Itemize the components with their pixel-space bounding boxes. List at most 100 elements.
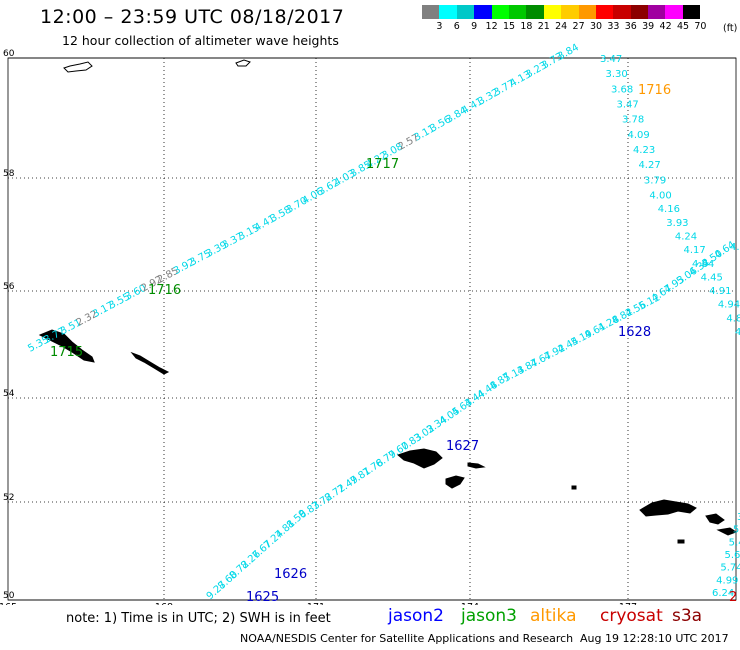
color-scale-label: 45 (676, 21, 690, 32)
color-scale-label: 3 (436, 21, 443, 32)
color-swatch (526, 5, 544, 19)
color-scale-bar (422, 5, 701, 19)
altimeter-tracks: 5.353.773.512.323.173.553.602.922.853.92… (26, 42, 740, 602)
color-swatch (508, 5, 527, 19)
wave-height-label: 4.8 (726, 313, 740, 324)
pass-time-label: 1716 (638, 83, 671, 98)
color-scale-unit: (ft) (723, 23, 738, 34)
legend-item-altika: altika (530, 606, 577, 626)
wave-height-label: 4.17 (683, 245, 705, 256)
color-scale-label: 36 (624, 21, 637, 32)
color-swatch (682, 5, 701, 19)
color-swatch (474, 5, 492, 19)
legend-item-cryosat: cryosat (600, 606, 663, 626)
wave-height-label: 5.74 (720, 563, 740, 574)
wave-height-label: 3.93 (666, 218, 688, 229)
coast-north-west (63, 61, 93, 73)
wave-height-label: 4.69 (730, 242, 740, 253)
rat-islands-east (705, 513, 725, 525)
lon-tick-label: 174 (461, 602, 479, 605)
color-swatch (456, 5, 475, 19)
attu-island (396, 448, 443, 469)
wave-height-label: 4. (735, 327, 740, 338)
pass-time-label: 1715 (50, 345, 83, 360)
agattu-island (445, 475, 465, 489)
lon-tick-label: 177 (619, 602, 637, 605)
wave-height-label: 4.23 (633, 145, 655, 156)
lat-tick-label: 58 (3, 169, 15, 179)
pass-time-label: 1717 (366, 157, 399, 172)
wave-height-label: 4.00 (649, 190, 671, 201)
lat-tick-label: 52 (3, 493, 14, 503)
pass-time-label: 1626 (274, 567, 307, 582)
color-swatch (561, 5, 579, 19)
wave-height-label: 5.3 (733, 525, 740, 536)
pass-time-label: 1716 (148, 283, 181, 298)
wave-height-label: 3.47 (600, 54, 622, 65)
shemya-island (467, 462, 486, 469)
page-subtitle: 12 hour collection of altimeter wave hei… (62, 33, 339, 48)
lat-tick-label: 50 (3, 591, 15, 601)
wave-height-label: 4.45 (701, 272, 723, 283)
wave-height-label: 4.94 (718, 300, 740, 311)
color-swatch (630, 5, 649, 19)
wave-height-label: 4.27 (638, 160, 660, 171)
color-scale-label: 6 (453, 21, 460, 32)
color-scale-label: 21 (537, 21, 550, 32)
color-swatch (439, 5, 457, 19)
lat-tick-label: 54 (3, 389, 15, 399)
wave-height-label: 3.30 (605, 69, 627, 80)
legend-item-jason3: jason3 (461, 606, 517, 626)
color-scale-label: 9 (471, 21, 478, 32)
wave-height-label: 4.24 (675, 232, 697, 243)
color-swatch (665, 5, 683, 19)
pass-time-labels: 1717 1716 1715 1716 1628 1627 1626 1625 2 (50, 83, 737, 605)
color-scale-label: 42 (659, 21, 672, 32)
color-scale: 3 6 9 12 15 18 21 24 27 30 33 36 39 42 45 70 (ft) (422, 5, 737, 34)
wave-height-label: 6.24 (712, 588, 734, 599)
color-scale-label: 70 (694, 21, 707, 32)
generated-timestamp: Aug 19 12:28:10 UTC 2017 (580, 632, 729, 645)
pass-time-label: 2 (729, 590, 737, 605)
color-swatch (648, 5, 666, 19)
legend-item-jason2: jason2 (388, 606, 444, 626)
color-swatch (613, 5, 631, 19)
pass-time-label: 1627 (446, 439, 479, 454)
coast-north-mid (235, 59, 251, 67)
color-scale-label: 24 (555, 21, 568, 32)
wave-height-label: 3. (737, 512, 740, 523)
lon-tick-label: 168 (155, 602, 173, 605)
lat-tick-label: 56 (3, 282, 15, 292)
wave-height-label: 4.99 (716, 575, 738, 586)
color-scale-label: 12 (485, 21, 498, 32)
wave-height-label: 4.16 (658, 204, 680, 215)
page-title: 12:00 – 23:59 UTC 08/18/2017 (40, 6, 345, 28)
color-scale-label: 30 (589, 21, 603, 32)
color-swatch (578, 5, 596, 19)
wave-height-label: 3.79 (644, 175, 666, 186)
color-scale-labels: 3 6 9 12 15 18 21 24 27 30 33 36 39 42 45 70 (422, 19, 706, 33)
footer-note: note: 1) Time is in UTC; 2) SWH is in fe… (66, 611, 331, 626)
wave-height-map: 605856545250165168171174177 5.353.773.51… (0, 42, 740, 605)
color-scale-label: 18 (520, 21, 533, 32)
wave-height-label: 3.47 (616, 99, 638, 110)
wave-height-label: 3.68 (611, 84, 633, 95)
color-swatch (543, 5, 562, 19)
wave-height-label: 3.84 (556, 42, 581, 63)
wave-height-label: 4.09 (627, 130, 649, 141)
lon-tick-label: 171 (307, 602, 325, 605)
land-outlines (38, 59, 738, 544)
wave-height-label: 3.78 (622, 115, 644, 126)
wave-height-label: 4.91 (709, 286, 731, 297)
island-small-3 (716, 527, 738, 536)
island-small-2 (677, 539, 685, 544)
medny-island (130, 351, 170, 375)
pass-time-label: 1625 (246, 590, 279, 605)
color-scale-label: 15 (502, 21, 516, 32)
color-scale-label: 39 (642, 21, 655, 32)
pass-time-label: 1628 (618, 325, 651, 340)
color-swatch (491, 5, 509, 19)
rat-islands (639, 499, 697, 517)
color-scale-label: 27 (572, 21, 585, 32)
wave-height-label: 5.68 (725, 550, 740, 561)
